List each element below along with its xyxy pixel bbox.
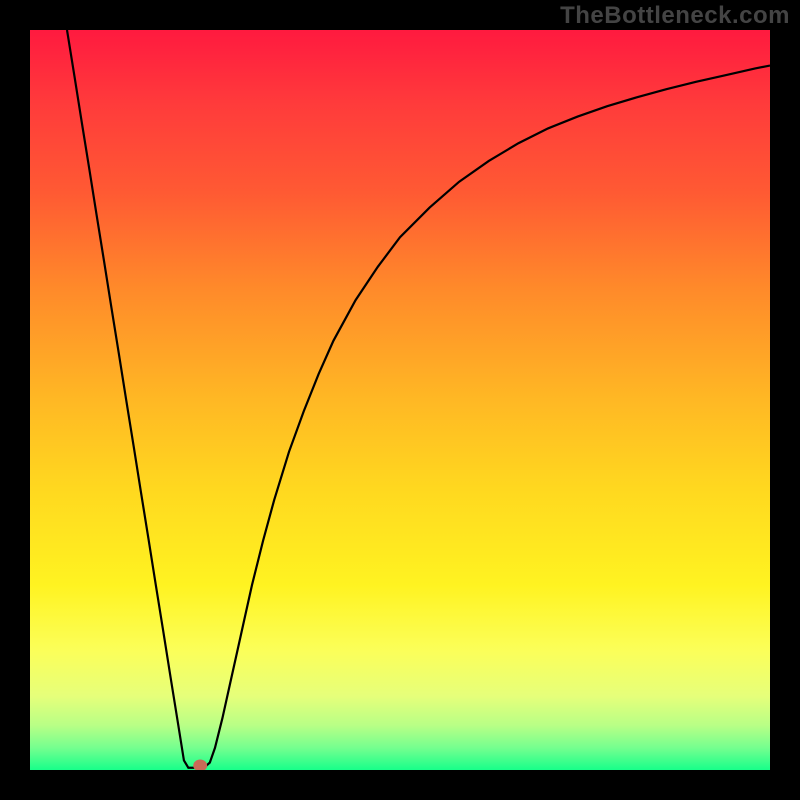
watermark-text: TheBottleneck.com (560, 2, 790, 30)
bottleneck-curve (67, 30, 770, 768)
chart-frame: { "watermark": { "text": "TheBottleneck.… (0, 0, 800, 800)
minimum-marker (193, 760, 207, 770)
plot-area (30, 30, 770, 770)
curve-layer (30, 30, 770, 770)
